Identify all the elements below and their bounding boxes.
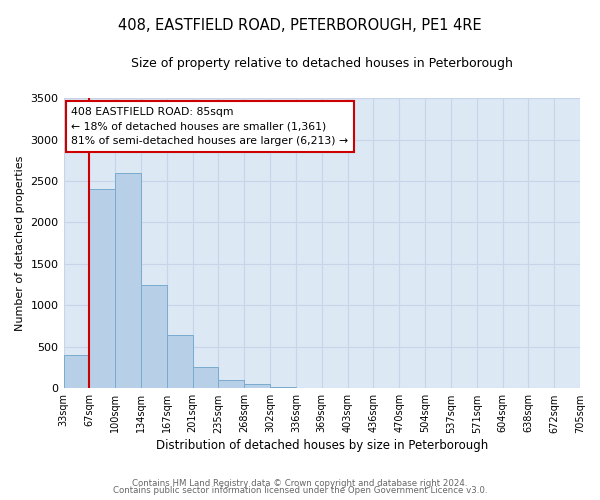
Bar <box>218 380 244 388</box>
Bar <box>141 284 167 389</box>
Text: 408, EASTFIELD ROAD, PETERBOROUGH, PE1 4RE: 408, EASTFIELD ROAD, PETERBOROUGH, PE1 4… <box>118 18 482 32</box>
Bar <box>167 335 193 388</box>
Text: 408 EASTFIELD ROAD: 85sqm
← 18% of detached houses are smaller (1,361)
81% of se: 408 EASTFIELD ROAD: 85sqm ← 18% of detac… <box>71 107 349 146</box>
Y-axis label: Number of detached properties: Number of detached properties <box>15 156 25 331</box>
Bar <box>64 355 89 388</box>
Bar <box>193 367 218 388</box>
Title: Size of property relative to detached houses in Peterborough: Size of property relative to detached ho… <box>131 58 513 70</box>
X-axis label: Distribution of detached houses by size in Peterborough: Distribution of detached houses by size … <box>155 440 488 452</box>
Text: Contains HM Land Registry data © Crown copyright and database right 2024.: Contains HM Land Registry data © Crown c… <box>132 478 468 488</box>
Text: Contains public sector information licensed under the Open Government Licence v3: Contains public sector information licen… <box>113 486 487 495</box>
Bar <box>244 384 270 388</box>
Bar <box>270 386 296 388</box>
Bar <box>89 190 115 388</box>
Bar <box>115 172 141 388</box>
